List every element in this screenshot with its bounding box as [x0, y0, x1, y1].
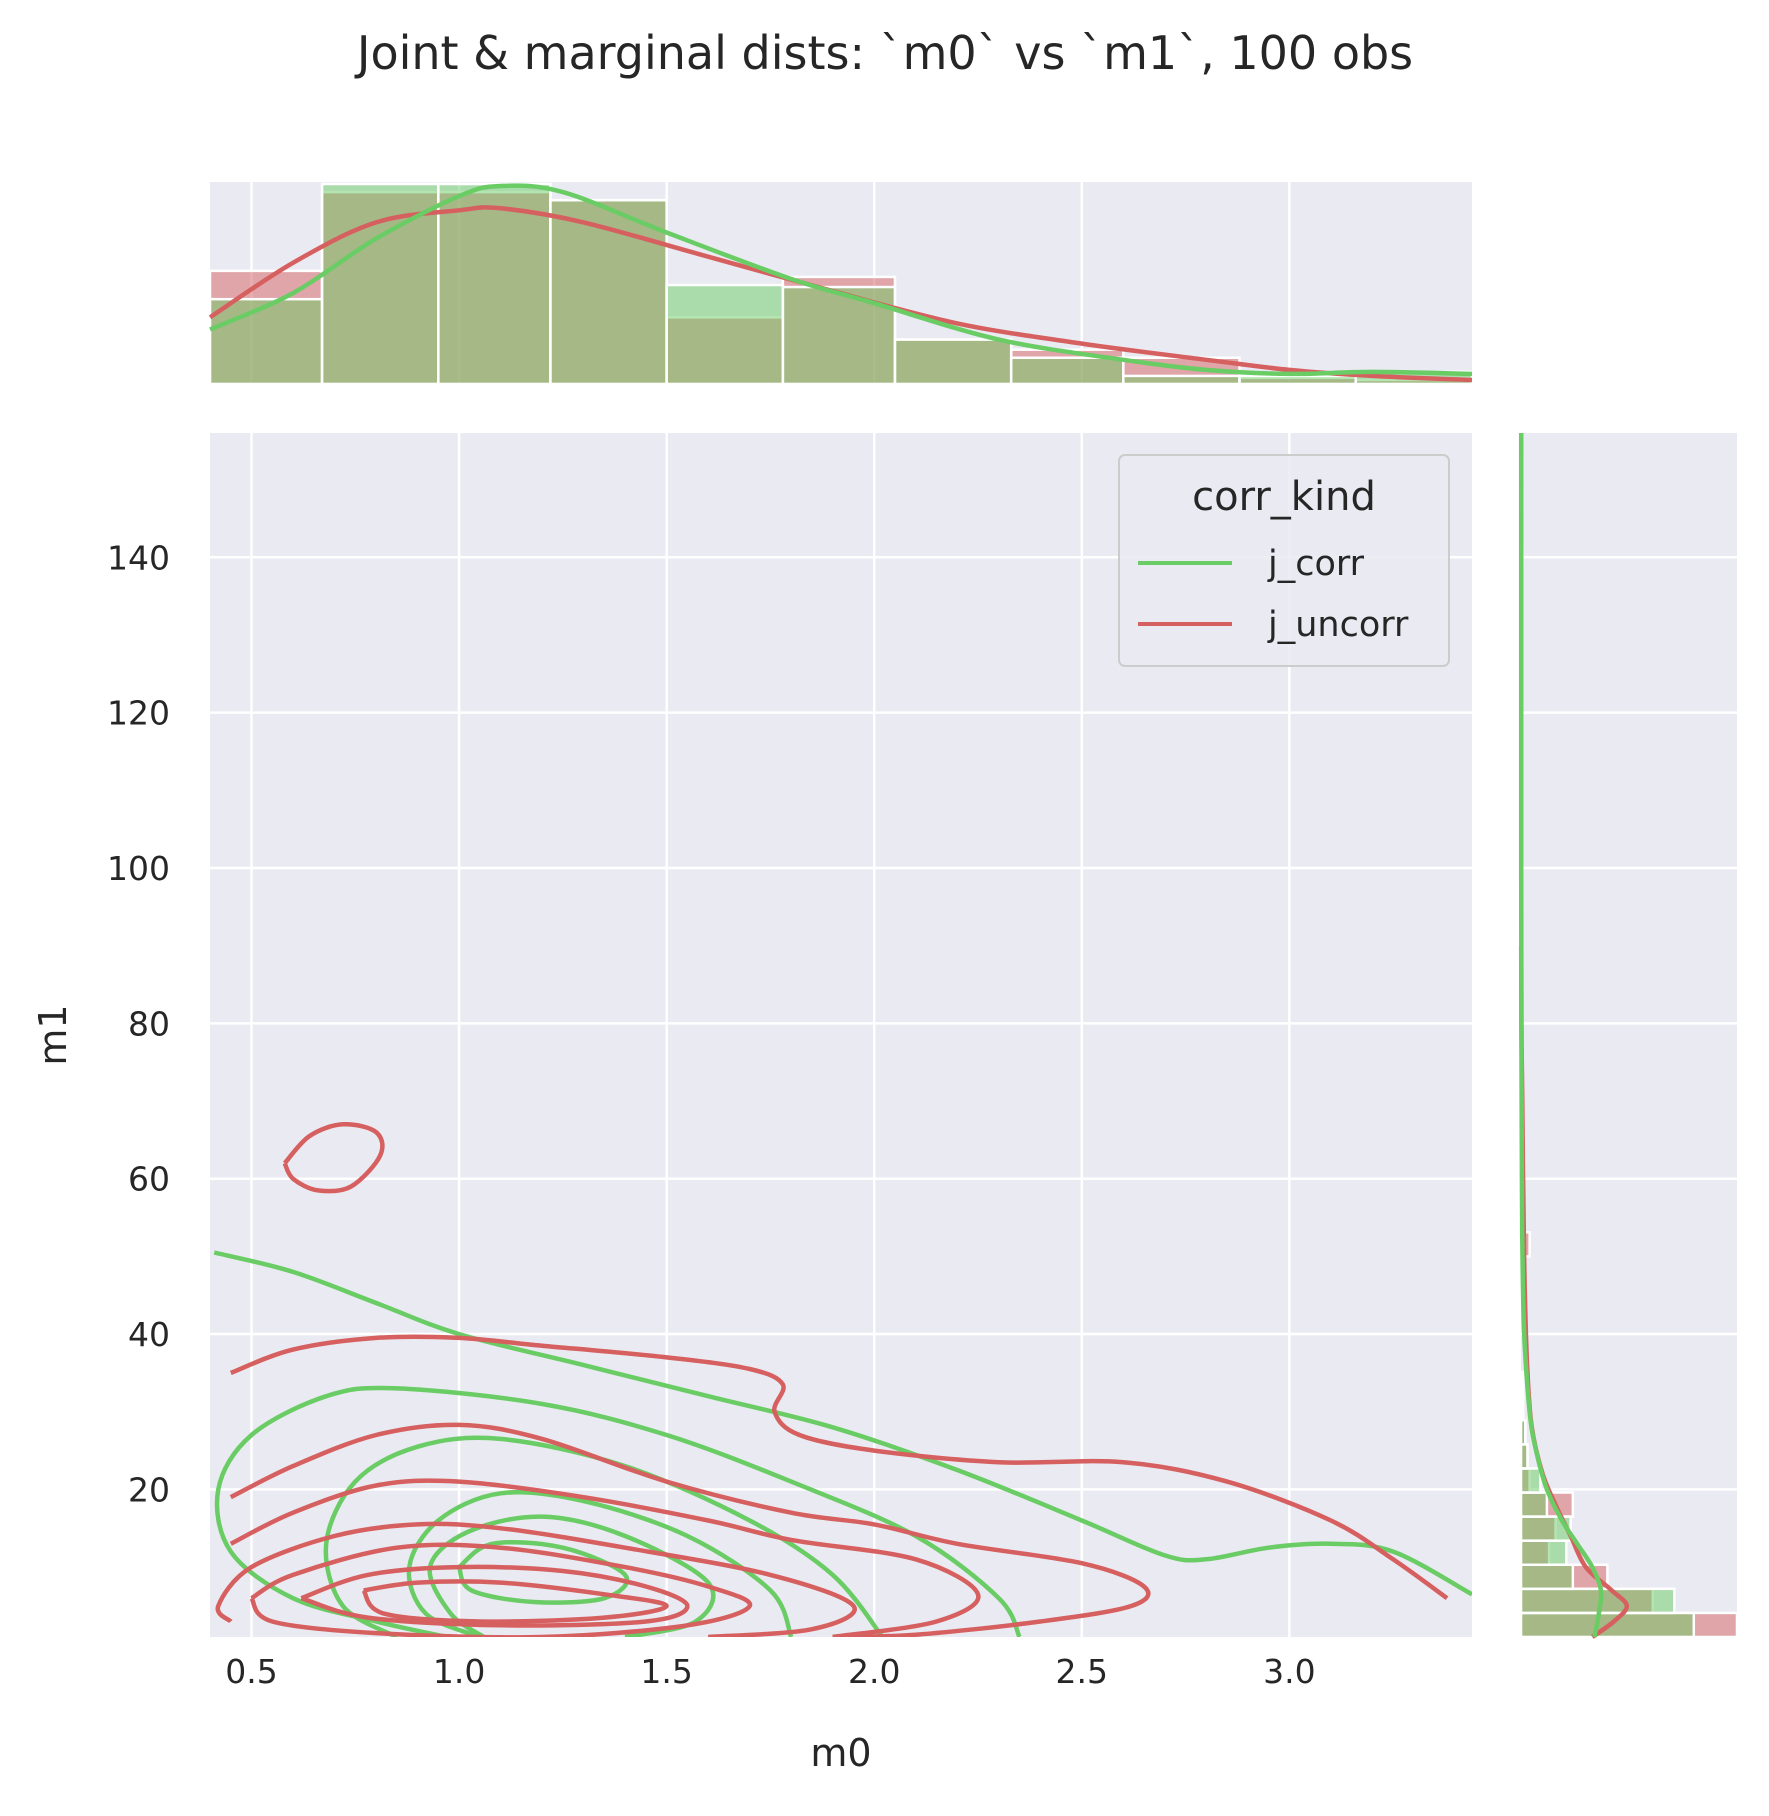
right-marginal-kde: [1518, 432, 1630, 1639]
top-marginal-histogram: [208, 182, 1474, 386]
right-marginal-grid: [1521, 556, 1737, 1491]
top-marginal-kde: [208, 183, 1473, 383]
legend-title: corr_kind: [1192, 474, 1376, 520]
top-kde-line-j_corr: [209, 183, 1473, 377]
y-tick-label: 100: [107, 849, 170, 888]
contour-line-j_uncorr: [361, 1579, 669, 1624]
contour-line-j_corr: [214, 1385, 1022, 1637]
legend-box: [1118, 454, 1450, 667]
top-marginal-panel: [208, 182, 1474, 386]
x-axis-ticks: 0.5 1.0 1.5 2.0 2.5 3.0: [225, 1652, 1315, 1691]
legend-label-j-uncorr: j_uncorr: [1267, 605, 1409, 645]
top-hist-bar-j_corr: [437, 182, 552, 386]
y-tick-label: 120: [107, 694, 170, 733]
contour-line-j_corr: [456, 1539, 630, 1605]
contour-line-j_corr: [213, 1250, 1472, 1597]
top-hist-bar-j_corr: [665, 283, 785, 386]
contour-line-j_uncorr: [229, 1478, 981, 1637]
top-hist-bar-j_corr: [1122, 374, 1241, 386]
chart-title: Joint & marginal dists: `m0` vs `m1`, 10…: [354, 26, 1413, 80]
right-hist-bar-j_corr: [1519, 1370, 1525, 1398]
y-axis-label: m1: [31, 1004, 75, 1065]
legend-label-j-corr: j_corr: [1267, 544, 1365, 584]
legend: corr_kind j_corr j_uncorr: [1118, 454, 1450, 667]
contour-line-j_corr: [323, 1435, 885, 1637]
contour-line-j_corr: [427, 1514, 716, 1637]
right-kde-line-j_corr: [1518, 432, 1604, 1638]
contour-line-j_uncorr: [249, 1542, 752, 1637]
top-hist-bar-j_corr: [208, 297, 324, 386]
top-hist-bar-j_corr: [893, 338, 1013, 386]
right-hist-bar-j_corr: [1519, 1419, 1527, 1446]
x-tick-label: 2.0: [848, 1652, 900, 1691]
right-marginal-background: [1521, 433, 1737, 1637]
x-tick-label: 3.0: [1263, 1652, 1315, 1691]
x-tick-label: 1.0: [433, 1652, 485, 1691]
contour-line-j_uncorr: [229, 1422, 1151, 1637]
x-tick-label: 1.5: [640, 1652, 692, 1691]
y-tick-label: 80: [128, 1004, 170, 1043]
y-tick-label: 20: [128, 1470, 170, 1509]
x-tick-label: 2.5: [1056, 1652, 1108, 1691]
y-axis-ticks: 20 40 60 80 100 120 140: [107, 538, 170, 1509]
contour-line-j_uncorr: [282, 1121, 385, 1194]
right-marginal-panel: [1518, 432, 1739, 1639]
y-tick-label: 60: [128, 1160, 170, 1199]
right-hist-bar-j_corr: [1519, 1394, 1525, 1422]
y-tick-label: 40: [128, 1315, 170, 1354]
right-hist-bar-j_corr: [1519, 1539, 1568, 1567]
right-hist-bar-j_corr: [1519, 1491, 1549, 1518]
joint-kde-contours: [213, 1121, 1472, 1637]
contour-line-j_uncorr: [229, 1334, 1449, 1601]
x-axis-label: m0: [810, 1731, 871, 1775]
contour-line-j_uncorr: [215, 1521, 857, 1637]
top-hist-bar-j_corr: [1009, 356, 1125, 386]
top-hist-bar-j_corr: [1238, 374, 1358, 386]
right-hist-bar-j_corr: [1519, 1443, 1529, 1470]
y-tick-label: 140: [107, 538, 170, 577]
right-hist-bar-j_corr: [1519, 1563, 1575, 1591]
x-tick-label: 0.5: [225, 1652, 277, 1691]
right-hist-bar-j_corr: [1519, 1467, 1542, 1494]
contour-line-j_uncorr: [300, 1564, 690, 1628]
